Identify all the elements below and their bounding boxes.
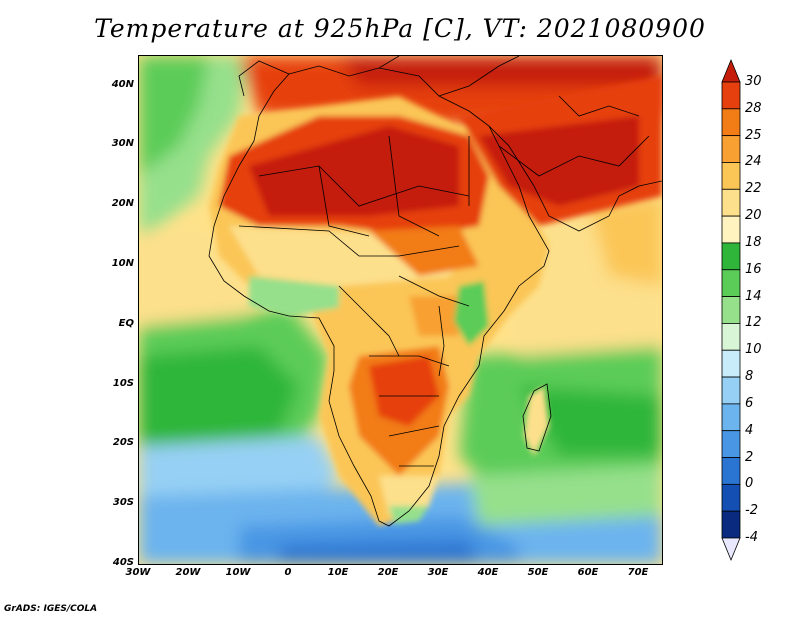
colorbar-swatch <box>721 242 741 271</box>
colorbar-tick-label: 14 <box>745 288 762 304</box>
colorbar-tick-label: 8 <box>745 369 754 385</box>
lat-label-40n: 40N <box>111 79 134 90</box>
lon-label-20w: 20W <box>175 567 201 578</box>
lon-label-10e: 10E <box>327 567 349 578</box>
colorbar-swatch <box>721 162 741 190</box>
colorbar-graphic <box>721 58 741 562</box>
colorbar-tick-label: 20 <box>745 208 762 224</box>
colorbar-swatch <box>721 188 741 217</box>
map-panel[interactable] <box>138 55 663 565</box>
lat-label-20s: 20S <box>112 437 134 448</box>
colorbar-tick-label: 25 <box>745 127 762 143</box>
colorbar-tick-label: -2 <box>745 503 758 519</box>
colorbar-tick-label: 10 <box>745 342 762 358</box>
lon-label-20e: 20E <box>377 567 399 578</box>
map-title: Temperature at 925hPa [C], VT: 202108090… <box>94 14 706 43</box>
colorbar-tick-label: 18 <box>745 234 762 250</box>
iberia-coastline <box>238 60 290 97</box>
colorbar-tick-label: 2 <box>745 449 754 465</box>
colorbar-swatch <box>721 81 741 110</box>
colorbar-swatch <box>721 430 741 458</box>
colorbar-swatch <box>721 108 741 137</box>
colorbar-tick-label: -4 <box>745 530 758 545</box>
colorbar-tick-label: 6 <box>745 395 754 411</box>
ocean-temperature-shading <box>139 56 662 564</box>
lon-label-60e: 60E <box>577 567 599 578</box>
lat-label-40s: 40S <box>112 557 134 568</box>
colorbar <box>721 58 741 562</box>
colorbar-tick-label: 22 <box>745 181 762 197</box>
lat-label-eq: EQ <box>118 318 134 329</box>
lon-label-70e: 70E <box>627 567 649 578</box>
colorbar-swatch <box>721 215 741 244</box>
lat-label-20n: 20N <box>111 198 134 209</box>
coastlines <box>208 56 662 527</box>
lat-label-10s: 10S <box>112 378 134 389</box>
lon-label-30w: 30W <box>125 567 151 578</box>
lon-label-30e: 30E <box>427 567 449 578</box>
land-temperature-shading <box>209 76 662 526</box>
colorbar-swatch <box>721 457 741 485</box>
grads-credit: GrADS: IGES/COLA <box>4 604 98 614</box>
temperature-map <box>139 56 662 564</box>
colorbar-tick-label: 16 <box>745 261 762 277</box>
colorbar-swatch <box>721 349 741 378</box>
colorbar-swatch <box>721 376 741 405</box>
lat-label-10n: 10N <box>111 258 134 269</box>
lon-label-10w: 10W <box>225 567 251 578</box>
colorbar-swatch <box>721 269 741 297</box>
colorbar-tick-label: 0 <box>745 476 754 492</box>
colorbar-tick-label: 24 <box>745 154 762 170</box>
colorbar-tick-label: 4 <box>745 422 754 438</box>
lon-label-0: 0 <box>284 567 292 578</box>
lat-label-30n: 30N <box>111 138 134 149</box>
colorbar-tick-label: 30 <box>745 74 762 89</box>
colorbar-swatch <box>721 510 741 539</box>
lon-label-40e: 40E <box>477 567 499 578</box>
colorbar-swatch <box>721 135 741 163</box>
colorbar-swatch <box>721 483 741 512</box>
lat-label-30s: 30S <box>112 497 134 508</box>
colorbar-tick-label: 28 <box>745 100 762 116</box>
colorbar-bottom-arrow <box>721 537 741 562</box>
madagascar-coastline <box>522 383 552 452</box>
lon-label-50e: 50E <box>527 567 549 578</box>
colorbar-swatch <box>721 323 741 351</box>
colorbar-tick-label: 12 <box>745 315 762 331</box>
colorbar-top-arrow <box>721 58 741 83</box>
colorbar-swatch <box>721 296 741 324</box>
colorbar-swatch <box>721 403 741 432</box>
